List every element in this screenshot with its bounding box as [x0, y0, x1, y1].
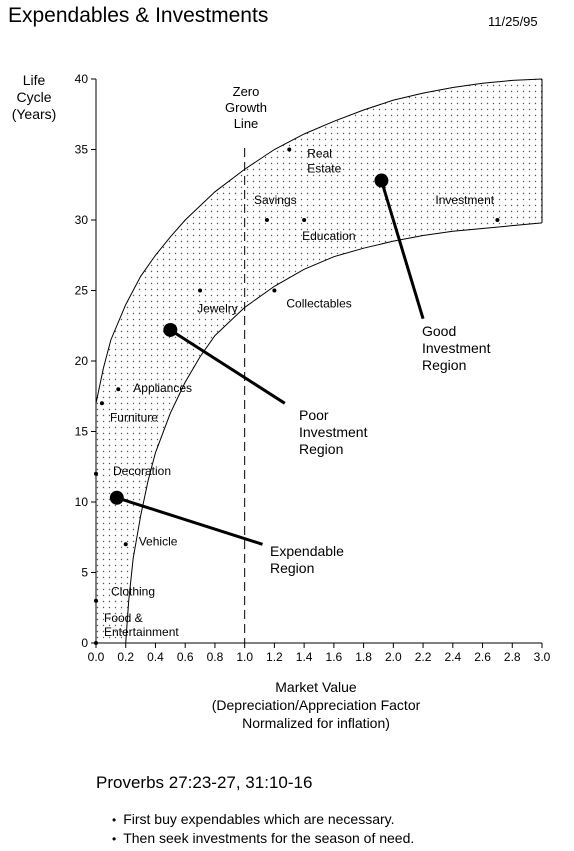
- bible-reference: Proverbs 27:23-27, 31:10-16: [96, 773, 313, 792]
- x-tick-label: 1.4: [296, 650, 313, 664]
- y-tick-label: 25: [75, 284, 89, 298]
- x-axis-label-line-3: Normalized for inflation): [242, 715, 390, 731]
- good-region-label-line-3: Region: [422, 357, 467, 373]
- point-label: Savings: [254, 193, 297, 207]
- point-label: Real: [307, 147, 332, 161]
- x-tick-label: 1.0: [236, 650, 253, 664]
- advice-list: First buy expendables which are necessar…: [112, 810, 414, 848]
- x-tick-label: 2.4: [444, 650, 461, 664]
- point-label: Furniture: [110, 410, 158, 424]
- point-jewelry: [198, 288, 203, 293]
- zero-growth-label-line-2: Growth: [225, 100, 267, 115]
- x-tick-label: 2.8: [504, 650, 521, 664]
- point-label: Food &: [104, 611, 143, 625]
- point-investment: [495, 218, 500, 222]
- y-tick-label: 30: [75, 213, 89, 227]
- x-tick-label: 0.6: [177, 650, 194, 664]
- good-region-label-line-2: Investment: [422, 340, 491, 356]
- point-label: Education: [302, 229, 355, 243]
- zero-growth-label-line-3: Line: [233, 116, 259, 131]
- advice-item-2: Then seek investments for the season of …: [112, 829, 414, 848]
- y-axis-label-line-2: Cycle: [16, 89, 52, 105]
- point-label: Jewelry: [197, 302, 238, 316]
- point-clothing: [94, 598, 98, 603]
- expendable-region-label-line-1: Expendable: [270, 543, 344, 559]
- point-savings: [264, 218, 269, 222]
- point-collectables: [272, 288, 277, 293]
- good-region-marker: [374, 173, 389, 188]
- point-label: Decoration: [113, 464, 171, 478]
- x-tick-label: 1.2: [266, 650, 283, 664]
- point-real-estate: [287, 147, 292, 152]
- x-axis-label-line-2: (Depreciation/Appreciation Factor: [211, 697, 421, 713]
- x-tick-label: 2.0: [385, 650, 402, 664]
- point-label: Vehicle: [139, 534, 178, 548]
- x-tick-label: 2.2: [415, 650, 432, 664]
- expendable-region-marker: [109, 490, 124, 505]
- y-tick-label: 40: [75, 72, 89, 86]
- x-tick-label: 0.8: [207, 650, 224, 664]
- x-tick-label: 1.6: [326, 650, 343, 664]
- point-appliances: [116, 387, 121, 392]
- x-axis-label-line-1: Market Value: [275, 679, 357, 695]
- y-tick-label: 10: [75, 495, 89, 509]
- x-tick-label: 0.4: [147, 650, 164, 664]
- x-tick-label: 0.2: [117, 650, 134, 664]
- chart-date: 11/25/95: [488, 14, 538, 29]
- point-furniture: [99, 401, 104, 406]
- y-tick-label: 35: [75, 143, 89, 157]
- y-tick-label: 5: [81, 566, 88, 580]
- point-education: [302, 218, 307, 222]
- poor-region-label-line-1: Poor: [299, 407, 329, 423]
- point-label: Clothing: [111, 585, 155, 599]
- good-region-label-line-1: Good: [422, 323, 457, 339]
- x-tick-label: 1.8: [355, 650, 372, 664]
- point-label: Collectables: [286, 297, 351, 311]
- point-decoration: [94, 471, 98, 476]
- x-tick-label: 3.0: [534, 650, 551, 664]
- point-food-entertainment: [94, 641, 98, 645]
- point-vehicle: [123, 542, 128, 547]
- poor-region-pointer: [169, 328, 286, 405]
- point-label: Entertainment: [104, 625, 179, 639]
- poor-region-marker: [163, 322, 178, 337]
- zero-growth-label-line-1: Zero: [232, 84, 260, 99]
- x-tick-label: 0.0: [88, 650, 105, 664]
- expendable-region-pointer: [116, 496, 263, 546]
- chart-title: Expendables & Investments: [8, 4, 269, 27]
- chart-canvas: 0 5 10 15 20 25 30 35 40 0.0 0.2 0.4 0.6 0.8 1.0 1.2 1.4…: [75, 72, 551, 664]
- point-label: Estate: [307, 162, 341, 176]
- poor-region-label-line-2: Investment: [299, 424, 368, 440]
- y-axis-label-line-3: (Years): [11, 106, 57, 122]
- poor-region-label-line-3: Region: [299, 441, 344, 457]
- region-band-fill: [96, 79, 542, 643]
- point-label: Appliances: [133, 381, 192, 395]
- point-label: Investment: [435, 193, 494, 207]
- y-tick-label: 15: [75, 425, 89, 439]
- y-tick-label: 0: [81, 636, 88, 650]
- y-axis-label-line-1: Life: [22, 72, 46, 88]
- y-tick-label: 20: [75, 354, 89, 368]
- expendable-region-label-line-2: Region: [270, 560, 315, 576]
- x-tick-label: 2.6: [474, 650, 491, 664]
- advice-item-1: First buy expendables which are necessar…: [112, 810, 414, 829]
- good-region-pointer: [380, 180, 425, 320]
